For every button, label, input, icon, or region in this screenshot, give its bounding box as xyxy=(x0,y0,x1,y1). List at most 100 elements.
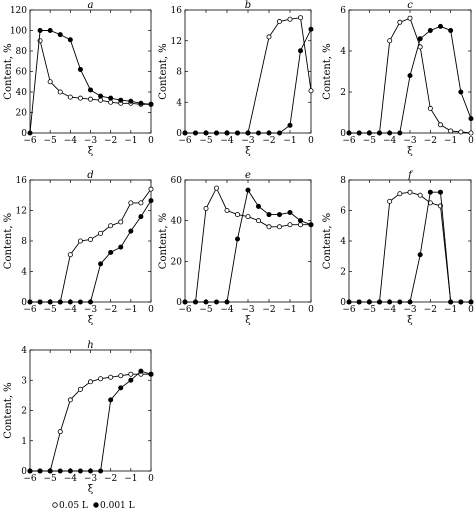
y-tick-label: 0 xyxy=(176,298,182,308)
panel-b: −6 −5 −4 −3 −2 −1 0 0 4 8 12 16 b ξ Content, % xyxy=(158,0,314,157)
x-tick-label: −4 xyxy=(64,474,78,484)
data-point-filled xyxy=(88,87,94,93)
x-tick-label: −5 xyxy=(44,136,58,146)
data-point-open xyxy=(407,15,413,21)
x-tick-label: −4 xyxy=(64,136,78,146)
data-point-filled xyxy=(407,299,413,305)
y-tick-label: 60 xyxy=(16,68,28,78)
x-tick-label: −6 xyxy=(23,136,37,146)
x-tick-label: −2 xyxy=(104,305,117,315)
data-point-open xyxy=(213,185,219,191)
x-tick-label: −3 xyxy=(403,305,417,315)
legend-filled-label: 0.001 L xyxy=(100,501,135,509)
data-point-filled xyxy=(108,249,114,255)
x-tick-label: −1 xyxy=(283,136,296,146)
data-point-filled xyxy=(138,100,144,106)
x-axis-label: ξ xyxy=(88,146,94,157)
plot-frame xyxy=(348,9,472,134)
data-point-filled xyxy=(37,299,43,305)
panel-h: −6 −5 −4 −3 −2 −1 0 0 1 2 3 4 h ξ Content, % xyxy=(3,340,154,495)
y-tick-label: 100 xyxy=(10,27,27,37)
data-point-open xyxy=(108,223,114,229)
x-tick-label: 0 xyxy=(148,305,154,315)
data-point-filled xyxy=(118,97,124,103)
x-tick-label: 0 xyxy=(468,305,474,315)
panel-c: −6 −5 −4 −3 −2 −1 0 0 2 4 6 c ξ Content, % xyxy=(322,0,474,157)
panel-e: −6 −5 −4 −3 −2 −1 0 0 20 40 60 e ξ Content, % xyxy=(158,170,314,326)
y-axis-label: Content, % xyxy=(3,382,14,438)
data-point-open xyxy=(397,191,403,197)
data-point-filled xyxy=(255,203,261,209)
data-point-open xyxy=(287,222,293,228)
y-tick-label: 4 xyxy=(21,268,27,278)
x-tick-label: −2 xyxy=(424,136,437,146)
x-tick-label: −6 xyxy=(23,305,37,315)
x-tick-label: −2 xyxy=(104,136,117,146)
data-point-filled xyxy=(287,122,293,128)
data-point-open xyxy=(128,371,134,377)
data-point-filled xyxy=(468,116,474,122)
data-point-filled xyxy=(118,385,124,391)
x-tick-label: −1 xyxy=(283,305,296,315)
y-tick-label: 3 xyxy=(21,376,27,386)
legend-open-marker xyxy=(52,502,58,508)
x-tick-label: −3 xyxy=(241,305,255,315)
data-point-filled xyxy=(77,299,83,305)
x-tick-label: −3 xyxy=(84,474,98,484)
data-point-filled xyxy=(234,130,240,136)
data-point-filled xyxy=(182,299,188,305)
data-point-filled xyxy=(245,187,251,193)
data-point-open xyxy=(427,105,433,111)
data-point-filled xyxy=(387,299,393,305)
data-point-open xyxy=(57,89,63,95)
data-point-open xyxy=(98,230,104,236)
data-point-filled xyxy=(47,468,53,474)
plot-frame xyxy=(184,179,312,303)
data-point-filled xyxy=(366,299,372,305)
data-point-filled xyxy=(118,244,124,250)
data-point-filled xyxy=(397,130,403,136)
x-tick-label: −6 xyxy=(178,136,192,146)
y-tick-label: 60 xyxy=(171,176,183,186)
y-tick-label: 8 xyxy=(21,237,27,247)
data-point-filled xyxy=(397,299,403,305)
data-point-filled xyxy=(437,189,443,195)
x-tick-label: −4 xyxy=(220,305,234,315)
data-point-open xyxy=(67,397,73,403)
data-point-filled xyxy=(213,299,219,305)
x-tick-label: −3 xyxy=(84,305,98,315)
data-point-open xyxy=(47,79,53,85)
x-tick-label: −3 xyxy=(84,136,98,146)
data-point-filled xyxy=(88,299,94,305)
data-point-filled xyxy=(276,130,282,136)
panel-label: c xyxy=(407,0,413,11)
y-tick-label: 4 xyxy=(21,346,27,356)
panel-label: d xyxy=(87,170,93,181)
data-point-filled xyxy=(437,23,443,29)
data-point-filled xyxy=(98,261,104,267)
data-point-filled xyxy=(417,36,423,42)
x-tick-label: 0 xyxy=(148,136,154,146)
x-tick-label: −4 xyxy=(383,305,397,315)
series-line-open xyxy=(185,17,312,134)
x-tick-label: 0 xyxy=(468,136,474,146)
x-axis-label: ξ xyxy=(407,146,413,157)
y-tick-label: 4 xyxy=(176,98,182,108)
data-point-filled xyxy=(128,228,134,234)
data-point-filled xyxy=(308,26,314,32)
data-point-filled xyxy=(57,299,63,305)
data-point-open xyxy=(108,374,114,380)
y-tick-label: 40 xyxy=(171,217,183,227)
x-tick-label: −1 xyxy=(124,136,137,146)
panel-a: −6 −5 −4 −3 −2 −1 0 0 20 40 60 80 100 120 a ξ Content, % xyxy=(3,0,154,157)
x-tick-label: −3 xyxy=(241,136,255,146)
data-point-filled xyxy=(98,93,104,99)
x-tick-label: −6 xyxy=(23,474,37,484)
data-point-filled xyxy=(407,73,413,79)
data-point-open xyxy=(77,95,83,101)
data-point-filled xyxy=(387,130,393,136)
x-tick-label: −1 xyxy=(444,136,457,146)
y-tick-label: 0 xyxy=(340,129,346,139)
data-point-filled xyxy=(128,98,134,104)
